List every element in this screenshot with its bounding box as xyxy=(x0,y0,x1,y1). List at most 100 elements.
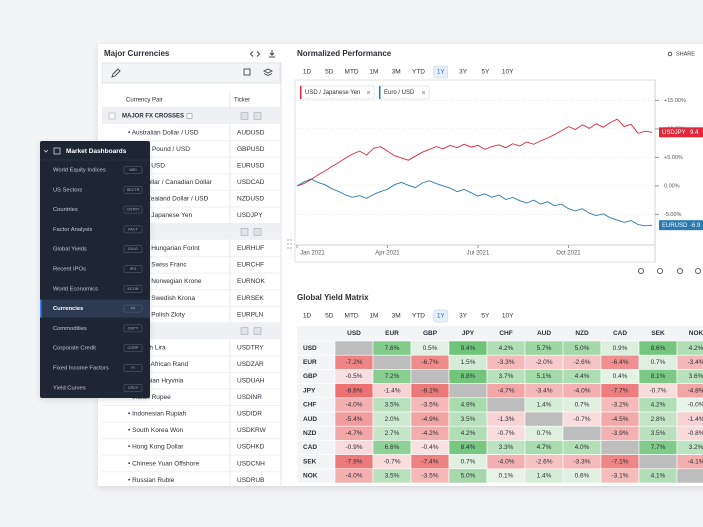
resize-grip xyxy=(287,247,289,249)
cell-value: -5.4% xyxy=(346,416,363,423)
currency-pair[interactable]: • Australian Dollar / USD xyxy=(128,129,199,136)
legend-remove[interactable] xyxy=(366,90,371,95)
menu-item[interactable]: World Economics xyxy=(53,286,98,292)
range-button[interactable]: YTD xyxy=(412,69,425,76)
currency-pair[interactable]: • Indian Rupee xyxy=(128,394,171,401)
currency-pair[interactable]: • USD / Japanese Yen xyxy=(128,212,192,219)
currency-pair[interactable]: • Euro / Swiss Franc xyxy=(128,262,187,269)
share-button[interactable]: SHARE xyxy=(676,51,695,57)
x-tick-label: Jul 2021 xyxy=(467,251,490,257)
currency-pair[interactable]: • New Zealand Dollar / USD xyxy=(128,195,209,202)
currency-pair[interactable]: • Euro / Norwegian Krone xyxy=(128,278,202,285)
range-button[interactable]: 1D xyxy=(303,313,312,320)
cell-value: 4.9% xyxy=(461,402,476,409)
edit-icon[interactable] xyxy=(111,68,121,78)
currency-pair[interactable]: • Indonesian Rupiah xyxy=(128,411,187,418)
cell-value: 0.7% xyxy=(575,402,590,409)
cell-value: -1.4% xyxy=(384,387,401,394)
range-button[interactable]: 1D xyxy=(303,69,312,76)
ticker: USDHKD xyxy=(237,444,265,451)
cell-value: -0.9% xyxy=(346,444,363,451)
chart-tool[interactable] xyxy=(677,267,684,274)
currency-pair[interactable]: • South Korea Won xyxy=(128,427,184,434)
range-button[interactable]: 5Y xyxy=(481,69,490,76)
range-button[interactable]: 1Y xyxy=(437,69,446,76)
currency-pair[interactable]: • Euro / Polish Zloty xyxy=(128,311,186,318)
currency-pair[interactable]: • Euro / Hungarian Forint xyxy=(128,245,200,252)
legend-remove[interactable] xyxy=(421,90,426,95)
cell-value: -2.6% xyxy=(536,458,553,465)
menu-item[interactable]: Recent IPOs xyxy=(53,267,86,273)
menu-title: Market Dashboards xyxy=(66,148,127,155)
move-up[interactable] xyxy=(240,327,249,335)
range-button[interactable]: 3Y xyxy=(459,69,468,76)
menu-item[interactable]: Currencies xyxy=(53,306,83,312)
range-button[interactable]: MTD xyxy=(345,313,359,320)
layers-icon[interactable] xyxy=(262,68,274,77)
move-down[interactable] xyxy=(253,112,262,120)
move-down[interactable] xyxy=(253,327,262,335)
menu-item[interactable]: Global Yields xyxy=(53,247,87,253)
y-tick-label: 0.00% xyxy=(664,183,680,189)
currency-pair[interactable]: • British Pound / USD xyxy=(128,146,190,153)
code-icon[interactable] xyxy=(249,51,261,57)
range-selected xyxy=(433,309,449,323)
cell-value: -1.3% xyxy=(498,416,515,423)
currency-pair[interactable]: • Hong Kong Dollar xyxy=(128,444,184,451)
move-down[interactable] xyxy=(253,228,262,236)
cell-value: 6.6% xyxy=(385,444,400,451)
move-up[interactable] xyxy=(240,228,249,236)
matrix-header xyxy=(297,326,703,341)
range-button[interactable]: 1M xyxy=(369,313,378,320)
chart-tool[interactable] xyxy=(638,267,645,274)
currency-pair[interactable]: • Euro / Swedish Krona xyxy=(128,295,195,302)
move-up[interactable] xyxy=(240,112,249,120)
column-header: CHF xyxy=(499,330,512,337)
column-header: Currency Pair xyxy=(126,98,163,104)
share-icon[interactable] xyxy=(667,51,673,57)
menu-item[interactable]: US Sectors xyxy=(53,187,82,193)
checkbox[interactable] xyxy=(108,112,116,120)
cell-value: 7.7% xyxy=(651,444,666,451)
currency-pair[interactable]: • Chinese Yuan Offshore xyxy=(128,460,199,467)
range-button[interactable]: 5D xyxy=(325,69,334,76)
currency-pair[interactable]: • Russian Ruble xyxy=(128,477,175,484)
currency-pair[interactable]: • US Dollar / Canadian Dollar xyxy=(128,179,213,186)
menu-item[interactable]: Yield Curves xyxy=(53,385,86,391)
cell-value: -0.7% xyxy=(574,416,591,423)
range-button[interactable]: 10Y xyxy=(502,69,514,76)
currency-pair[interactable]: • South African Rand xyxy=(128,361,188,368)
code-box xyxy=(123,324,143,333)
menu-item[interactable]: World Equity Indices xyxy=(53,168,106,174)
cell-value: 3.5% xyxy=(461,416,476,423)
menu-item[interactable]: Commodities xyxy=(53,326,87,332)
cell-value: -3.5% xyxy=(422,402,439,409)
menu-item[interactable]: Countries xyxy=(53,207,78,213)
menu-item[interactable]: Factor Analysis xyxy=(53,227,92,233)
range-button[interactable]: MTD xyxy=(345,69,359,76)
currency-pair[interactable]: • Ukrainian Hryvnia xyxy=(128,378,184,385)
range-button[interactable]: 3M xyxy=(392,313,401,320)
range-button[interactable]: 5D xyxy=(325,313,334,320)
download-icon[interactable] xyxy=(269,50,275,58)
chart-tool[interactable] xyxy=(695,267,702,274)
menu-item[interactable]: Fixed Income Factors xyxy=(53,366,109,372)
cell-value: -4.9% xyxy=(422,416,439,423)
range-button[interactable]: 10Y xyxy=(502,313,514,320)
range-button[interactable]: 3Y xyxy=(459,313,468,320)
collapse-chevron[interactable] xyxy=(43,149,49,153)
collapse-icon[interactable] xyxy=(186,113,193,119)
cell-value: 3.6% xyxy=(689,373,703,380)
range-button[interactable]: YTD xyxy=(412,313,425,320)
chart-tool[interactable] xyxy=(657,267,664,274)
range-button[interactable]: 5Y xyxy=(481,313,490,320)
range-button[interactable]: 1M xyxy=(369,69,378,76)
range-button[interactable]: 3M xyxy=(392,69,401,76)
save-icon[interactable] xyxy=(243,68,251,76)
code-box xyxy=(123,285,143,293)
range-button[interactable]: 1Y xyxy=(437,313,446,320)
resize-grip xyxy=(290,247,292,249)
row-label: NOK xyxy=(303,473,318,480)
menu-item[interactable]: Corporate Credit xyxy=(53,346,96,352)
menu-code: FI xyxy=(131,366,134,370)
